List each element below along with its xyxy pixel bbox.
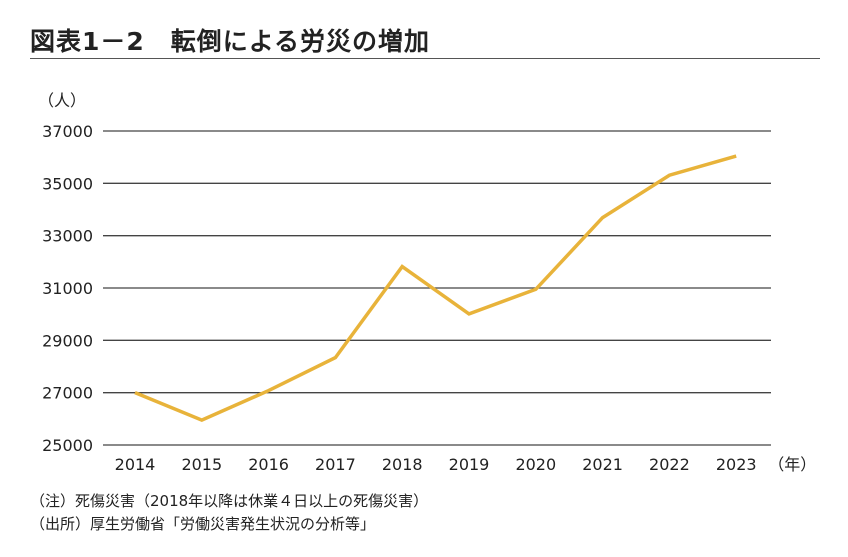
y-tick-label: 27000 [42,384,93,403]
chart-title: 図表1－2 転倒による労災の増加 [30,27,431,56]
x-tick-label: 2015 [181,455,222,474]
y-tick-label: 31000 [42,279,93,298]
y-tick-label: 33000 [42,227,93,246]
footnote-note: （注）死傷災害（2018年以降は休業４日以上の死傷災害） [30,492,429,510]
x-tick-label: 2022 [649,455,690,474]
footnote-source: （出所）厚生労働省「労働災害発生状況の分析等」 [30,515,376,533]
y-tick-label: 37000 [42,122,93,141]
x-tick-label: 2017 [315,455,356,474]
x-tick-label: 2023 [716,455,757,474]
x-tick-label: 2018 [382,455,423,474]
x-axis-unit-label: （年） [768,455,816,474]
series-line [134,154,737,423]
x-tick-label: 2021 [582,455,623,474]
x-tick-label: 2019 [449,455,490,474]
x-tick-label: 2020 [515,455,556,474]
x-tick-label: 2014 [115,455,156,474]
y-tick-label: 25000 [42,436,93,455]
x-tick-label: 2016 [248,455,289,474]
title-divider [30,58,820,59]
y-tick-label: 35000 [42,174,93,193]
y-tick-label: 29000 [42,331,93,350]
y-axis-unit-label: （人） [38,91,87,110]
